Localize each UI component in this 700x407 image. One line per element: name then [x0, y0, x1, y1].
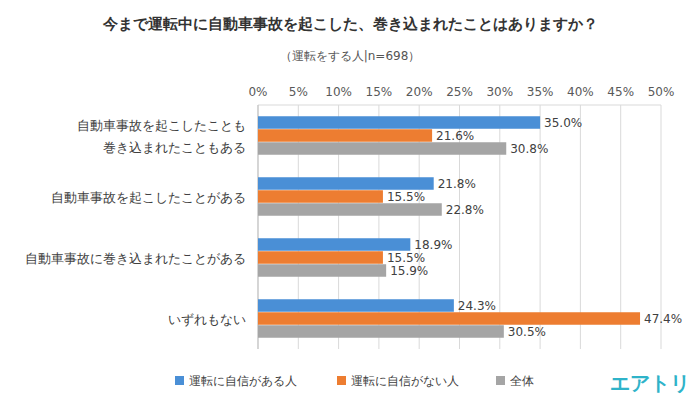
- legend-swatch: [496, 376, 505, 385]
- data-label: 15.5%: [387, 190, 425, 204]
- axis-line: [258, 105, 661, 106]
- logo: エアトリ: [610, 371, 690, 395]
- title: 今まで運転中に自動車事故を起こした、巻き込まれたことはありますか？: [102, 15, 598, 33]
- bar: [258, 238, 410, 251]
- data-label: 21.6%: [436, 129, 474, 143]
- tick-label: 30%: [486, 85, 513, 99]
- tick-label: 10%: [325, 85, 352, 99]
- data-label: 18.9%: [414, 238, 452, 252]
- bar: [258, 116, 540, 129]
- data-label: 22.8%: [446, 203, 484, 217]
- tick-label: 40%: [567, 85, 594, 99]
- tick-label: 45%: [607, 85, 634, 99]
- legend-swatch: [175, 376, 184, 385]
- tick-label: 50%: [648, 85, 675, 99]
- bar: [258, 203, 442, 216]
- data-label: 24.3%: [458, 299, 496, 313]
- tick-label: 35%: [527, 85, 554, 99]
- bars: [258, 116, 640, 338]
- category-label-line: いずれもない: [168, 312, 246, 327]
- chart: 今まで運転中に自動車事故を起こした、巻き込まれたことはありますか？ （運転をする人…: [0, 0, 700, 407]
- tick-label: 25%: [446, 85, 473, 99]
- bar: [258, 190, 383, 203]
- category-label-line: 自動車事故を起こしたことも: [77, 118, 246, 133]
- data-label: 47.4%: [644, 312, 682, 326]
- category-label-line: 自動車事故に巻き込まれたことがある: [25, 251, 246, 266]
- legend-label: 全体: [510, 374, 534, 388]
- bar: [258, 325, 504, 338]
- labels: 35.0%21.6%30.8%21.8%15.5%22.8%18.9%15.5%…: [387, 116, 682, 339]
- bar: [258, 142, 506, 155]
- bar: [258, 251, 383, 264]
- data-label: 35.0%: [544, 116, 582, 130]
- data-label: 21.8%: [438, 177, 476, 191]
- data-label: 30.8%: [510, 142, 548, 156]
- bar: [258, 177, 434, 190]
- legend-swatch: [337, 376, 346, 385]
- subtitle: （運転をする人|n=698）: [280, 49, 421, 63]
- grid: [258, 105, 661, 349]
- category-label-line: 自動車事故を起こしたことがある: [51, 190, 246, 205]
- data-label: 30.5%: [508, 325, 546, 339]
- category-label: 自動車事故に巻き込まれたことがある: [25, 251, 246, 266]
- bar: [258, 264, 386, 277]
- category-label-line: 巻き込まれたこともある: [103, 140, 246, 155]
- legend-label: 運転に自信がない人: [351, 374, 459, 388]
- bar: [258, 129, 432, 142]
- bar: [258, 312, 640, 325]
- legend: 運転に自信がある人 運転に自信がない人 全体: [175, 374, 534, 388]
- category-label: 自動車事故を起こしたことも巻き込まれたこともある: [77, 118, 246, 155]
- tick-label: 5%: [289, 85, 308, 99]
- legend-label: 運転に自信がある人: [189, 374, 297, 388]
- category-label: 自動車事故を起こしたことがある: [51, 190, 246, 205]
- background: [0, 0, 700, 407]
- tick-label: 15%: [366, 85, 393, 99]
- data-label: 15.5%: [387, 251, 425, 265]
- tick-label: 0%: [248, 85, 267, 99]
- data-label: 15.9%: [390, 264, 428, 278]
- bar: [258, 299, 454, 312]
- category-label: いずれもない: [168, 312, 246, 327]
- tick-label: 20%: [406, 85, 433, 99]
